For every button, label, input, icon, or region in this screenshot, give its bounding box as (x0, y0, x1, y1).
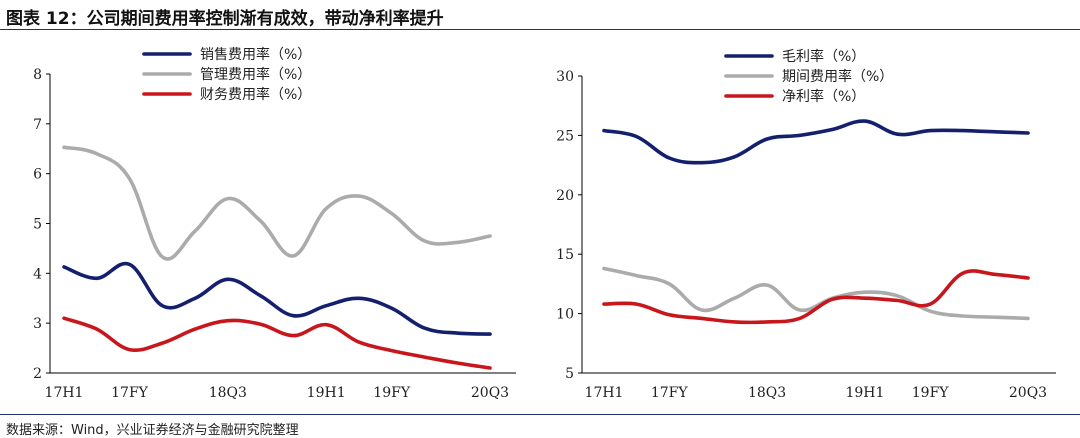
x-tick-label: 18Q3 (748, 385, 786, 401)
figure-title: 图表 12：公司期间费用率控制渐有成效，带动净利率提升 (6, 9, 444, 29)
x-tick-label: 19FY (373, 385, 411, 401)
x-tick-label: 18Q3 (209, 385, 247, 401)
source-bar: 数据来源：Wind，兴业证券经济与金融研究院整理 (0, 414, 1080, 438)
y-tick-label: 5 (33, 217, 42, 233)
x-tick-label: 17FY (111, 385, 149, 401)
series-line-1 (62, 261, 492, 336)
x-tick-label: 17H1 (585, 385, 624, 401)
legend-label: 销售费用率（%） (200, 46, 311, 63)
series-line-3 (602, 269, 1030, 325)
x-tick-label: 19H1 (845, 385, 884, 401)
right-chart-margin-ratios: 5 10 15 20 25 30 17H1 17FY 18Q3 19H1 19FY 20Q3 毛利率（%… (556, 48, 1056, 401)
series-line-3 (62, 316, 492, 370)
series-line-1 (602, 119, 1030, 165)
x-tick-label: 20Q3 (471, 385, 509, 401)
legend-label: 毛利率（%） (782, 48, 865, 65)
y-tick-label: 4 (33, 266, 42, 282)
title-bar: 图表 12：公司期间费用率控制渐有成效，带动净利率提升 (0, 0, 1080, 30)
x-tick-label: 17FY (651, 385, 689, 401)
left-chart-expense-ratios: 2 3 4 5 6 7 8 17H1 17FY 18Q3 19H1 19FY 20Q3 销售费用率（%） 管… (33, 46, 516, 401)
x-tick-label: 20Q3 (1009, 385, 1047, 401)
x-tick-label: 19FY (912, 385, 950, 401)
y-tick-label: 5 (565, 366, 574, 382)
y-tick-label: 8 (33, 67, 42, 83)
y-tick-label: 2 (33, 366, 42, 382)
x-tick-label: 19H1 (307, 385, 346, 401)
y-tick-label: 3 (33, 316, 42, 332)
y-tick-label: 6 (33, 167, 42, 183)
y-tick-label: 25 (556, 128, 574, 144)
legend-label: 期间费用率（%） (782, 68, 893, 85)
legend-label: 净利率（%） (782, 88, 865, 105)
series-line-2 (602, 266, 1030, 321)
source-note: 数据来源：Wind，兴业证券经济与金融研究院整理 (6, 423, 299, 438)
y-tick-label: 7 (33, 117, 42, 133)
x-tick-label: 17H1 (45, 385, 84, 401)
y-tick-label: 20 (556, 188, 574, 204)
y-tick-label: 15 (556, 247, 574, 263)
legend-label: 管理费用率（%） (200, 66, 311, 83)
series-line-2 (62, 145, 492, 261)
legend-label: 财务费用率（%） (200, 86, 311, 103)
y-tick-label: 10 (556, 307, 574, 323)
y-tick-label: 30 (556, 69, 574, 85)
